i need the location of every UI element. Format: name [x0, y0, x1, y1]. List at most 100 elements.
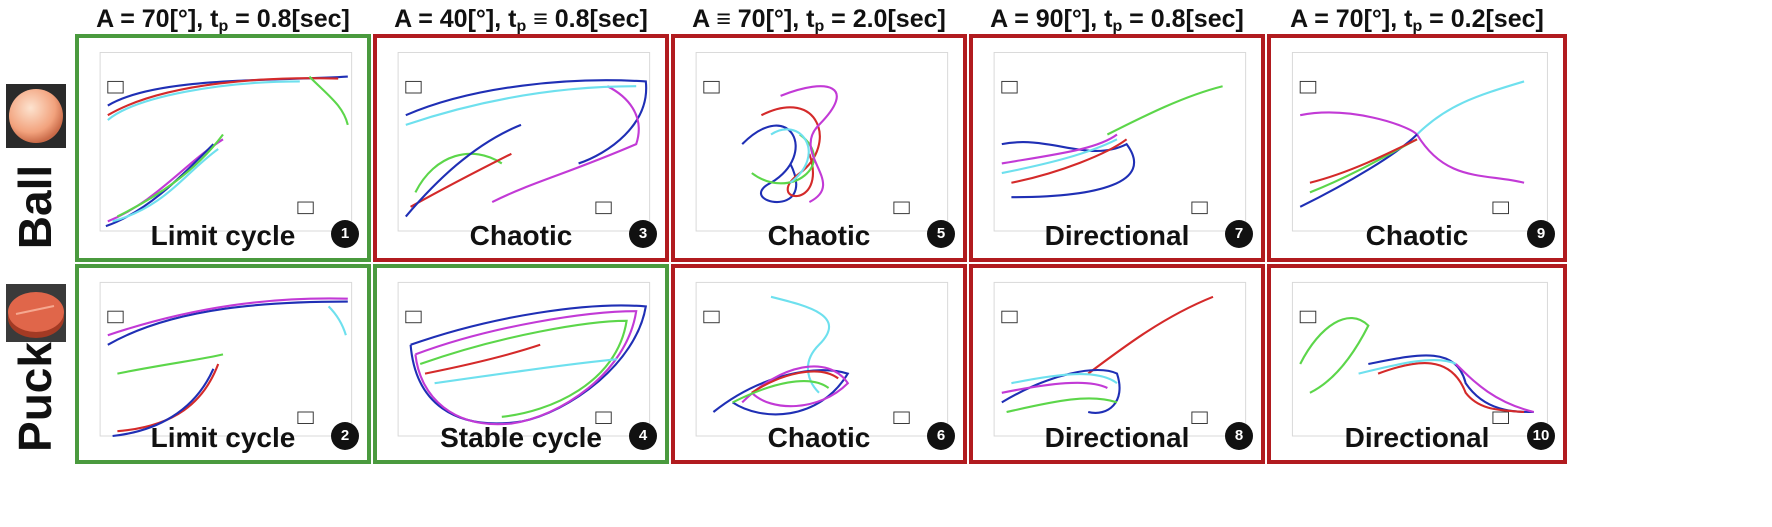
- column-header-5: A = 70[°], tp = 0.2[sec]: [1290, 5, 1544, 35]
- trajectory-line: [712, 369, 850, 416]
- cell-number-badge: 9: [1527, 220, 1555, 248]
- trajectory-line: [327, 305, 347, 336]
- row-label-ball: Ball: [9, 164, 61, 250]
- trajectory-line: [1416, 80, 1525, 136]
- trajectory-line: [1001, 138, 1118, 175]
- trajectory-line: [112, 368, 215, 438]
- cell-number-badge: 7: [1225, 220, 1253, 248]
- cell-7: Directional 7: [969, 34, 1265, 262]
- trajectory-line: [308, 75, 349, 126]
- cell-label: Chaotic: [767, 220, 871, 251]
- cell-number-badge: 8: [1225, 422, 1253, 450]
- magnet-box-top: [1001, 80, 1018, 94]
- trajectory-plot: [1291, 51, 1548, 232]
- trajectory-line: [1299, 317, 1370, 394]
- plot-frame: [993, 281, 1247, 437]
- trajectory-line: [1358, 358, 1457, 375]
- trajectory-plot: [99, 281, 353, 438]
- magnet-box-top: [405, 80, 422, 94]
- trajectory-line: [1001, 368, 1121, 414]
- magnet-box-top: [703, 80, 720, 94]
- trajectory-line: [107, 300, 348, 346]
- column-header-4: A = 90[°], tp = 0.8[sec]: [990, 5, 1244, 35]
- trajectory-line: [1001, 381, 1108, 394]
- magnet-box-bottom: [1492, 201, 1509, 215]
- cell-number-badge: 10: [1527, 422, 1555, 450]
- plot-frame: [1291, 51, 1548, 232]
- magnet-box-top: [1299, 80, 1317, 94]
- trajectory-line: [770, 128, 810, 184]
- plot-frame: [99, 51, 353, 232]
- trajectory-plot: [695, 281, 949, 437]
- trajectory-line: [770, 295, 830, 394]
- magnet-box-bottom: [893, 201, 910, 215]
- magnet-box-top: [405, 310, 422, 324]
- cell-label: Chaotic: [469, 220, 573, 251]
- trajectory-line: [491, 85, 640, 203]
- trajectory-line: [1309, 138, 1418, 184]
- cell-label: Stable cycle: [440, 422, 602, 453]
- trajectory-line: [1001, 133, 1118, 165]
- cell-5: Chaotic 5: [671, 34, 967, 262]
- row-label-puck: Puck: [9, 342, 61, 452]
- trajectory-plot: [695, 51, 949, 232]
- plot-frame: [695, 51, 949, 232]
- plot-frame: [695, 281, 949, 437]
- trajectory-line: [1087, 295, 1214, 375]
- trajectory-line: [107, 297, 348, 337]
- magnet-box-bottom: [1191, 201, 1208, 215]
- cell-number-badge: 4: [629, 422, 657, 450]
- cell-label: Chaotic: [1365, 220, 1469, 251]
- ball-icon: [6, 84, 66, 148]
- trajectory-line: [424, 343, 541, 375]
- trajectory-line: [405, 85, 637, 126]
- trajectory-line: [410, 152, 512, 208]
- trajectory-line: [1011, 138, 1128, 184]
- trajectory-line: [409, 304, 648, 425]
- cell-10: Directional 10: [1267, 264, 1567, 464]
- cell-2: Limit cycle 2: [75, 264, 371, 464]
- trajectory-line: [434, 358, 618, 385]
- magnet-box-top: [107, 310, 124, 324]
- trajectory-line: [1299, 111, 1525, 184]
- trajectory-line: [117, 363, 220, 433]
- trajectory-line: [116, 133, 224, 218]
- trajectory-plot: [397, 281, 651, 437]
- cell-9: Chaotic 9: [1267, 34, 1567, 262]
- cell-8: Directional 8: [969, 264, 1265, 464]
- magnet-box-bottom: [297, 201, 314, 215]
- trajectory-plot: [99, 51, 353, 232]
- trajectory-line: [405, 79, 648, 165]
- plot-frame: [397, 51, 651, 232]
- trajectory-line: [1455, 363, 1535, 414]
- trajectory-line: [732, 380, 830, 404]
- magnet-box-top: [703, 310, 720, 324]
- trajectory-line: [105, 143, 215, 228]
- magnet-box-top: [1001, 310, 1018, 324]
- cell-number-badge: 3: [629, 220, 657, 248]
- magnet-box-bottom: [595, 201, 612, 215]
- cell-3: Chaotic 3: [373, 34, 669, 262]
- trajectory-line: [751, 133, 815, 185]
- magnet-box-bottom: [893, 411, 910, 424]
- column-header-2: A = 40[°], tp ≡ 0.8[sec]: [394, 5, 648, 35]
- trajectory-line: [414, 310, 638, 426]
- magnet-box-top: [1299, 310, 1317, 324]
- cell-label: Directional: [1344, 422, 1490, 453]
- cell-number-badge: 1: [331, 220, 359, 248]
- trajectory-plot: [1291, 281, 1548, 437]
- cell-4: Stable cycle 4: [373, 264, 669, 464]
- cell-label: Limit cycle: [150, 220, 296, 251]
- trajectory-line: [107, 80, 300, 121]
- plot-frame: [99, 281, 353, 437]
- cell-number-badge: 6: [927, 422, 955, 450]
- cell-number-badge: 2: [331, 422, 359, 450]
- trajectory-line: [414, 152, 503, 193]
- trajectory-line: [1299, 133, 1418, 208]
- trajectory-line: [404, 123, 522, 218]
- trajectory-plot: [993, 51, 1247, 232]
- trajectory-line: [1001, 141, 1135, 199]
- magnet-box-bottom: [595, 411, 612, 424]
- trajectory-line: [112, 148, 219, 223]
- trajectory-line: [751, 370, 839, 394]
